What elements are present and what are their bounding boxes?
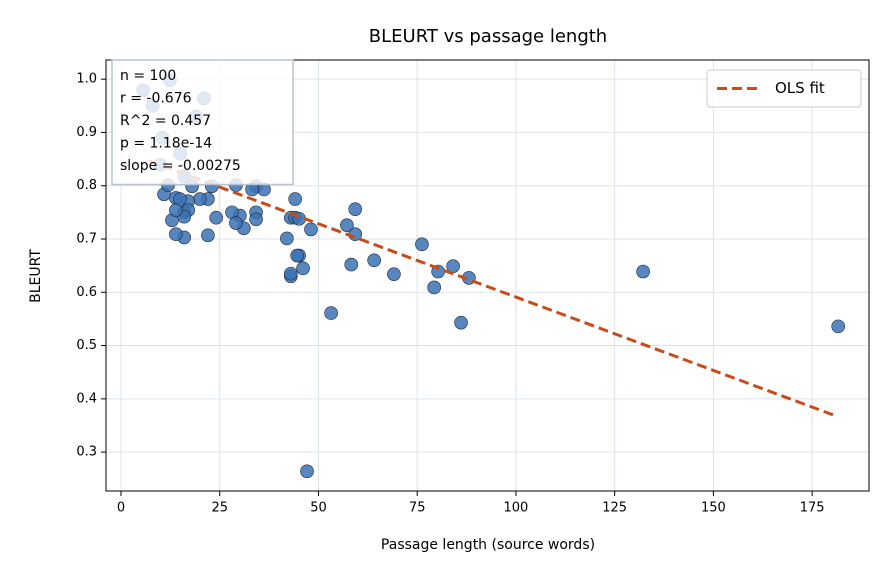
x-axis-label: Passage length (source words) <box>381 537 595 553</box>
x-tick-label: 75 <box>409 501 426 516</box>
chart-title: BLEURT vs passage length <box>369 26 607 47</box>
scatter-point <box>300 464 314 479</box>
scatter-point <box>169 203 183 218</box>
scatter-point <box>636 264 650 279</box>
x-tick-label: 175 <box>800 501 825 516</box>
y-tick-label: 0.6 <box>76 285 97 300</box>
grid <box>106 60 869 491</box>
scatter-point <box>324 306 338 320</box>
scatter-point <box>427 280 441 295</box>
scatter-point <box>229 216 243 230</box>
scatter-point <box>249 212 263 227</box>
scatter-point <box>831 319 845 334</box>
stats-box <box>111 59 294 186</box>
fit-line <box>148 159 837 418</box>
legend-box <box>706 69 862 108</box>
y-tick-label: 0.5 <box>76 338 97 353</box>
stats-text: R^2 = 0.457 <box>120 113 211 129</box>
scatter-point <box>387 267 401 281</box>
plot-marks <box>136 73 845 479</box>
y-tick-label: 0.3 <box>76 445 97 460</box>
scatter-point <box>288 192 302 206</box>
scatter-point <box>169 227 183 242</box>
scatter-point <box>454 315 468 330</box>
y-tick-label: 0.7 <box>76 232 97 247</box>
y-axis-label: BLEURT <box>28 249 44 303</box>
x-tick-label: 0 <box>117 501 125 516</box>
y-tick-label: 0.9 <box>76 125 97 140</box>
overlay: n = 100 r = -0.676 R^2 = 0.457 p = 1.18e-14… <box>111 59 862 186</box>
y-tick-label: 0.4 <box>76 391 97 406</box>
scatter-point <box>193 192 207 206</box>
x-tick-label: 125 <box>602 501 627 516</box>
stats-text: r = -0.676 <box>120 91 192 107</box>
scatter-point <box>415 237 429 252</box>
x-tick-label: 100 <box>504 501 529 516</box>
y-tick-label: 0.8 <box>76 178 97 193</box>
legend-label: OLS fit <box>775 79 825 97</box>
stats-text: n = 100 <box>120 68 176 84</box>
scatter-point <box>280 231 294 246</box>
plot-frame <box>105 59 870 492</box>
scatter-point <box>367 253 381 268</box>
y-tick-label: 1.0 <box>76 72 97 87</box>
scatter-point <box>296 261 310 276</box>
stats-text: p = 1.18e-14 <box>120 136 212 152</box>
x-tick-label: 150 <box>701 501 726 516</box>
scatter-point <box>340 218 354 232</box>
scatter-point <box>209 210 223 225</box>
scatter-point <box>304 222 318 237</box>
scatter-point <box>201 228 215 243</box>
ticks: 0 25 50 75 100 125 150 175 0.3 0.4 0.5 0.6 0.7 0.8 0.9… <box>76 72 824 516</box>
stats-text: slope = -0.00275 <box>120 158 241 174</box>
x-tick-label: 25 <box>211 501 228 516</box>
scatter-point <box>290 248 304 263</box>
scatter-point <box>284 266 298 281</box>
scatter-point <box>344 257 359 272</box>
x-tick-label: 50 <box>310 501 327 516</box>
scatter-point <box>348 202 362 216</box>
